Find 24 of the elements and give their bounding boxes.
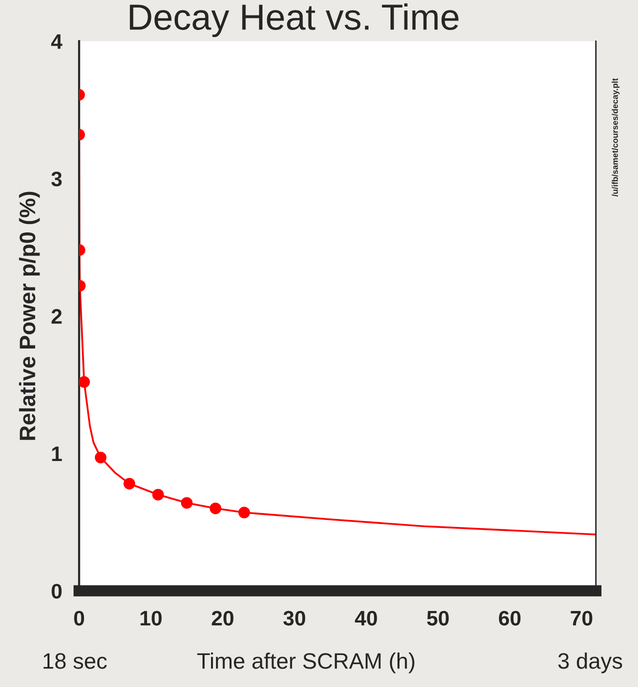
- y-tick-label: 4: [51, 34, 62, 49]
- x-tick-label: 0: [74, 610, 84, 626]
- y-tick-label: 3: [51, 172, 62, 186]
- x-tick-label: 20: [212, 610, 234, 626]
- point: [238, 506, 250, 518]
- point: [180, 497, 193, 509]
- y-tick-label: 0: [52, 584, 62, 599]
- text: 3 days: [558, 652, 622, 674]
- x-tick-label: 40: [354, 610, 377, 626]
- point: [152, 488, 164, 500]
- x-tick-label: 10: [140, 610, 162, 626]
- text: /u/ifb/samet/courses/decay.plt: [612, 78, 620, 197]
- y-axis-title: Relative Power p/p0 (%): [19, 192, 40, 440]
- x-axis-title: Time after SCRAM (h): [197, 652, 414, 674]
- x-tick-label: 30: [283, 610, 306, 626]
- point: [210, 502, 222, 514]
- text: 18 sec: [44, 653, 107, 669]
- x-tick-label: 70: [570, 610, 592, 626]
- x-tick-label: 50: [427, 610, 449, 626]
- x-tick-label: 60: [498, 610, 520, 626]
- y-tick-label: 1: [52, 446, 62, 461]
- y-tick-label: 2: [52, 309, 62, 324]
- chart-title: Decay Heat vs. Time: [130, 3, 458, 38]
- point: [124, 478, 136, 490]
